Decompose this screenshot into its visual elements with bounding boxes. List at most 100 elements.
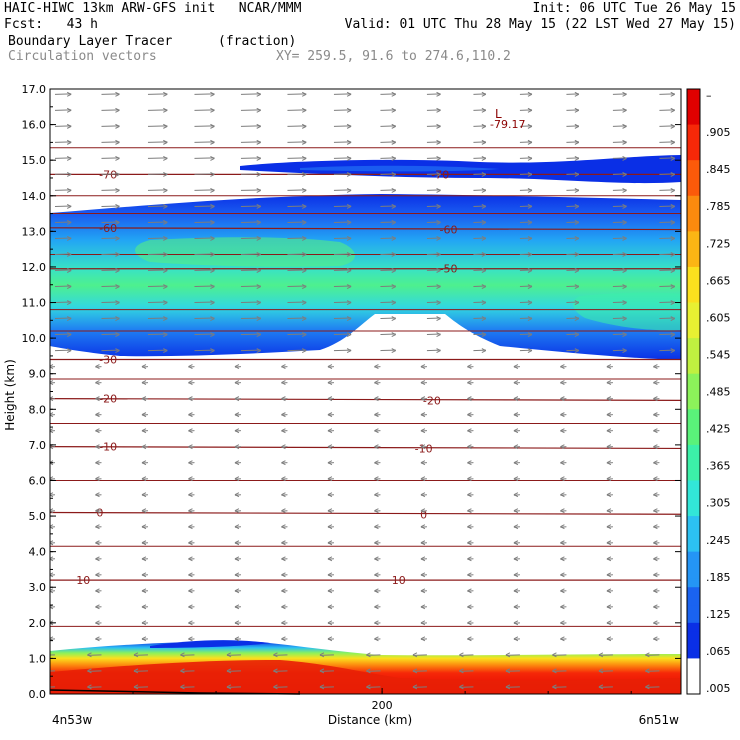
vector-arrow — [101, 93, 120, 95]
contour-label: -50 — [440, 263, 458, 276]
vector-arrow — [50, 398, 56, 400]
vector-arrow — [659, 125, 675, 127]
vector-arrowhead — [281, 620, 286, 626]
vector-arrowhead — [653, 588, 658, 594]
vector-arrow — [147, 301, 168, 304]
vector-arrow — [273, 686, 288, 688]
vector-arrow — [659, 173, 675, 175]
vector-arrowhead — [66, 139, 72, 145]
colorbar-swatch — [687, 516, 700, 526]
vector-arrowhead — [459, 652, 464, 658]
vector-arrowhead — [281, 588, 286, 594]
cross-section-coords: XY= 259.5, 91.6 to 274.6,110.2 — [276, 49, 511, 64]
colorbar-swatch — [687, 284, 700, 295]
vector-arrowhead — [281, 364, 286, 370]
vector-arrowhead — [163, 123, 168, 129]
vector-arrow — [566, 93, 579, 95]
vector-arrowhead — [560, 428, 565, 434]
vector-arrowhead — [163, 155, 168, 161]
vector-arrowhead — [141, 572, 147, 578]
vector-arrow — [50, 414, 56, 416]
y-tick-label: 4.0 — [29, 546, 47, 559]
vector-arrowhead — [391, 187, 396, 193]
colorbar-swatch — [687, 560, 700, 570]
vector-arrowhead — [391, 123, 396, 129]
colorbar-swatch — [687, 222, 700, 232]
vector-arrowhead — [66, 284, 72, 289]
vector-arrowhead — [115, 252, 120, 257]
vector-arrow — [612, 317, 627, 320]
vector-label: Circulation vectors — [8, 49, 157, 64]
vector-arrowhead — [622, 236, 627, 241]
vector-arrowhead — [653, 572, 658, 578]
vector-arrow — [287, 333, 307, 336]
vector-arrowhead — [281, 380, 286, 386]
vector-arrow — [194, 253, 215, 255]
vector-arrow — [519, 317, 532, 320]
vector-arrow — [133, 686, 148, 688]
vector-arrowhead — [115, 236, 120, 241]
vector-arrowhead — [527, 123, 533, 129]
vector-arrowhead — [481, 348, 487, 354]
vector-arrow — [50, 654, 55, 656]
vector-arrow — [147, 333, 168, 336]
vector-arrowhead — [574, 123, 580, 129]
colorbar-swatch — [687, 462, 700, 473]
vector-arrowhead — [467, 636, 472, 642]
vector-arrowhead — [141, 476, 147, 482]
y-tick-label: 13.0 — [22, 225, 47, 238]
colorbar-swatch — [687, 355, 700, 366]
vector-arrow — [287, 157, 307, 159]
colorbar-swatch — [687, 177, 700, 188]
vector-arrowhead — [115, 187, 120, 193]
vector-arrowhead — [256, 107, 261, 113]
colorbar-swatch — [687, 667, 700, 677]
vector-arrowhead — [87, 668, 92, 674]
vector-arrowhead — [436, 332, 441, 338]
vector-arrowhead — [391, 220, 396, 225]
vector-arrowhead — [436, 171, 441, 177]
vector-arrow — [566, 253, 579, 255]
colorbar-swatch — [687, 542, 700, 553]
vector-arrow — [147, 237, 168, 239]
colorbar-swatch — [687, 649, 700, 659]
vector-arrowhead — [50, 572, 54, 578]
vector-arrowhead — [234, 508, 240, 514]
vector-arrowhead — [527, 91, 533, 97]
vector-arrowhead — [481, 332, 487, 338]
vector-arrowhead — [374, 492, 379, 498]
vector-arrowhead — [412, 652, 418, 658]
vector-arrowhead — [180, 652, 185, 658]
vector-arrowhead — [141, 524, 147, 530]
vector-arrow — [194, 189, 215, 191]
vector-arrowhead — [210, 348, 215, 354]
vector-arrowhead — [436, 284, 441, 289]
vector-arrowhead — [420, 396, 426, 402]
contour-label: -70 — [99, 168, 117, 181]
vector-arrowhead — [301, 236, 307, 241]
vector-arrow — [473, 253, 486, 255]
contour-label: 0 — [420, 508, 427, 521]
colorbar-label: .425 — [706, 423, 731, 436]
vector-arrowhead — [374, 460, 379, 466]
vector-arrow — [333, 205, 352, 207]
low-center-value: -79.17 — [490, 118, 525, 131]
vector-arrow — [566, 205, 579, 207]
vector-arrowhead — [574, 268, 580, 273]
vector-arrowhead — [527, 252, 533, 257]
vector-arrowhead — [527, 203, 533, 209]
vector-arrow — [519, 93, 532, 95]
vector-arrowhead — [188, 572, 193, 578]
vector-arrowhead — [481, 107, 487, 113]
vector-arrow — [101, 141, 120, 143]
vector-arrowhead — [622, 203, 627, 209]
vector-arrowhead — [606, 380, 612, 386]
vector-arrow — [659, 269, 675, 271]
vector-arrowhead — [115, 268, 120, 273]
vector-arrowhead — [670, 139, 675, 145]
vector-arrowhead — [645, 668, 650, 674]
vector-arrowhead — [670, 268, 675, 273]
vector-arrowhead — [163, 316, 168, 321]
vector-arrowhead — [95, 540, 100, 546]
vector-arrowhead — [653, 396, 658, 402]
